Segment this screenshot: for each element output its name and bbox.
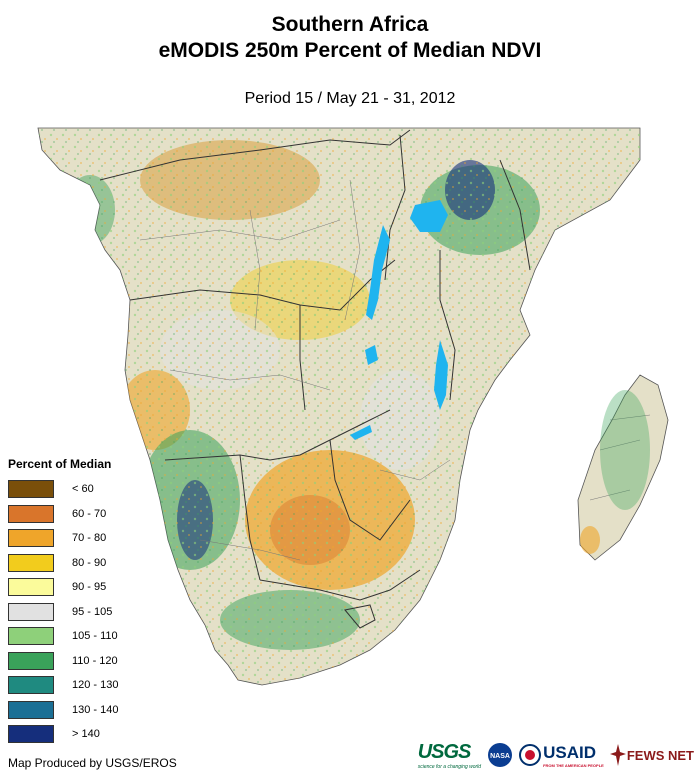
legend-swatch (8, 529, 54, 548)
map-title-line1: Southern Africa (271, 13, 429, 36)
legend-label: 80 - 90 (72, 556, 107, 569)
legend-label: 110 - 120 (72, 654, 118, 667)
map-period: Period 15 / May 21 - 31, 2012 (244, 90, 456, 107)
legend-row: 120 - 130 (8, 673, 128, 698)
ndvi-map (37, 127, 669, 686)
legend-swatch (8, 651, 54, 670)
legend: Percent of Median < 60 60 - 70 70 - 80 80 -… (8, 457, 128, 747)
legend-swatch (8, 553, 54, 572)
legend-row: < 60 (8, 477, 128, 502)
legend-row: 105 - 110 (8, 624, 128, 649)
lake-malawi (434, 340, 448, 410)
credit-text: Map Produced by USGS/EROS (8, 756, 177, 770)
lake-kariba (350, 425, 372, 440)
legend-title: Percent of Median (8, 457, 112, 471)
usaid-logo-text: USAID (543, 742, 596, 762)
legend-row: 80 - 90 (8, 551, 128, 576)
legend-swatch (8, 700, 54, 719)
lake-tanganyika (366, 225, 390, 320)
legend-label: 130 - 140 (72, 703, 119, 716)
legend-row: 70 - 80 (8, 526, 128, 551)
legend-swatch (8, 602, 54, 621)
legend-row: 90 - 95 (8, 575, 128, 600)
usaid-logo: USAID FROM THE AMERICAN PEOPLE (519, 743, 604, 768)
legend-swatch (8, 480, 54, 499)
legend-swatch (8, 627, 54, 646)
legend-label: 70 - 80 (72, 532, 107, 545)
nasa-logo-text: NASA (490, 753, 510, 760)
lake-victoria (410, 200, 448, 232)
legend-swatch (8, 676, 54, 695)
legend-label: 60 - 70 (72, 507, 107, 520)
legend-row: > 140 (8, 722, 128, 747)
legend-swatch (8, 725, 54, 744)
usgs-logo: USGS science for a changing world (418, 741, 481, 770)
map-title-line2: eMODIS 250m Percent of Median NDVI (158, 39, 542, 62)
legend-label: < 60 (72, 483, 94, 496)
legend-label: 105 - 110 (72, 630, 118, 643)
legend-label: 95 - 105 (72, 605, 113, 618)
legend-label: 120 - 130 (72, 679, 119, 692)
usgs-logo-text: USGS (417, 740, 472, 763)
usgs-tagline: science for a changing world (417, 763, 482, 770)
fewsnet-logo: FEWS NET (609, 744, 694, 766)
fewsnet-logo-text: FEWS NET (626, 747, 694, 763)
legend-label: > 140 (72, 728, 100, 741)
legend-swatch (8, 578, 54, 597)
legend-row: 110 - 120 (8, 649, 128, 674)
nasa-logo: NASA (487, 742, 513, 768)
partner-logos: USGS science for a changing world NASA U… (418, 738, 694, 772)
lake-mweru (365, 345, 378, 365)
legend-row: 95 - 105 (8, 600, 128, 625)
legend-swatch (8, 504, 54, 523)
legend-row: 130 - 140 (8, 698, 128, 723)
legend-row: 60 - 70 (8, 502, 128, 527)
legend-label: 90 - 95 (72, 581, 107, 594)
usaid-tagline: FROM THE AMERICAN PEOPLE (543, 762, 604, 768)
